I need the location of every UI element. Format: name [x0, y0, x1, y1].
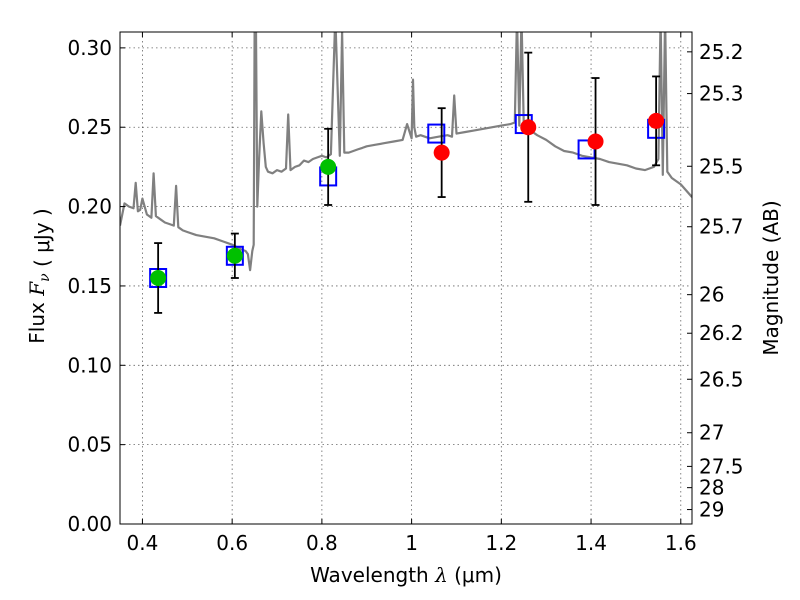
spectrum-layer — [120, 32, 692, 272]
x-tick-label: 0.4 — [127, 531, 159, 555]
photometry-point — [150, 270, 167, 286]
photometry-point — [587, 133, 604, 150]
y-tick-label: 0.15 — [67, 274, 112, 298]
photometry-point — [226, 247, 243, 264]
photometry-point — [520, 119, 537, 136]
y-tick-label: 0.30 — [67, 36, 112, 60]
y2-tick-label: 25.7 — [699, 215, 744, 239]
y2-tick-label: 27.5 — [699, 454, 744, 478]
model-photometry-square — [427, 123, 446, 144]
spectrum-line — [120, 32, 692, 272]
y2-tick-label: 27 — [699, 421, 724, 445]
y2-tick-label: 29 — [699, 498, 724, 522]
y-tick-label: 0.00 — [67, 512, 112, 536]
plot-frame — [119, 31, 693, 525]
y2-tick-label: 25.2 — [699, 40, 744, 64]
y-tick-label: 0.25 — [67, 115, 112, 139]
grid — [120, 32, 692, 525]
y-axis-label: Flux Fν ( μJy ) — [25, 208, 54, 343]
y2-tick-label: 26.5 — [699, 367, 744, 391]
y-tick-label: 0.20 — [67, 195, 112, 219]
x-tick-label: 1.4 — [575, 531, 607, 555]
y2-axis-label: Magnitude (AB) — [759, 200, 783, 355]
y-tick-label: 0.05 — [67, 433, 112, 457]
ticks: 0.4 0.6 0.8 1 1.2 1.4 1.6 0.00 0.05 0.10 0.15 0.20 0… — [67, 32, 744, 555]
photometry-point — [648, 112, 665, 129]
points-layer — [149, 51, 666, 314]
y2-tick-label: 28 — [699, 476, 724, 500]
x-tick-label: 0.8 — [306, 531, 338, 555]
x-tick-label: 0.6 — [216, 531, 248, 555]
y2-tick-label: 25.5 — [699, 154, 744, 178]
photometry-point — [320, 158, 337, 175]
y2-tick-label: 25.3 — [699, 82, 744, 106]
y2-tick-label: 26 — [699, 283, 724, 307]
x-tick-label: 1.2 — [485, 531, 517, 555]
photometry-point — [433, 144, 450, 161]
x-tick-label: 1 — [405, 531, 418, 555]
y2-tick-label: 26.2 — [699, 321, 744, 345]
x-tick-label: 1.6 — [665, 531, 697, 555]
y-tick-label: 0.10 — [67, 353, 112, 377]
x-axis-label: Wavelength λ (μm) — [310, 563, 502, 587]
